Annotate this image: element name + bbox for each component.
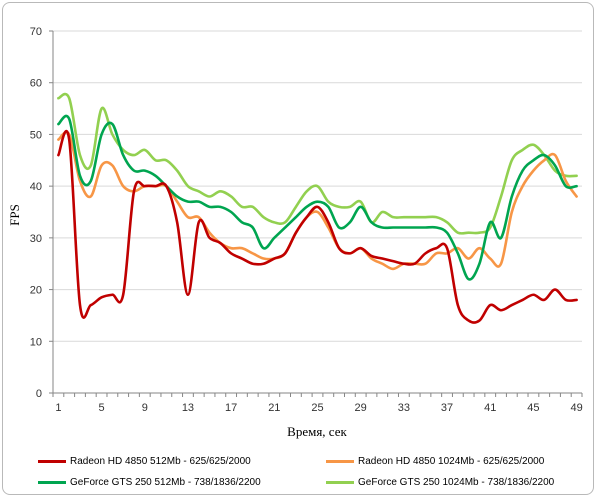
y-tick-label: 60 bbox=[30, 78, 42, 90]
x-tick-labels: 1 5 9 13 17 21 25 29 33 37 41 45 49 bbox=[55, 402, 582, 414]
y-tick-label: 10 bbox=[30, 336, 42, 348]
x-tick-label: 1 bbox=[55, 402, 61, 414]
series-line bbox=[57, 92, 578, 235]
x-tick-label: 21 bbox=[268, 402, 280, 414]
series-line bbox=[57, 129, 578, 324]
grid-lines bbox=[53, 30, 582, 342]
x-tick-label: 41 bbox=[484, 402, 496, 414]
y-tick-labels: 0 10 20 30 40 50 60 70 bbox=[30, 26, 42, 400]
y-tick-label: 50 bbox=[30, 129, 42, 141]
x-tick-label: 9 bbox=[142, 402, 148, 414]
y-axis-title: FPS bbox=[7, 204, 22, 226]
x-axis-title: Время, сек bbox=[287, 424, 347, 439]
y-tick-label: 30 bbox=[30, 233, 42, 245]
y-tick-label: 40 bbox=[30, 181, 42, 193]
x-tick-label: 49 bbox=[570, 402, 582, 414]
x-tick-label: 5 bbox=[99, 402, 105, 414]
series-lines bbox=[57, 92, 578, 324]
y-tick-label: 0 bbox=[36, 388, 42, 400]
x-tick-label: 17 bbox=[225, 402, 237, 414]
x-tick-label: 45 bbox=[527, 402, 539, 414]
axes bbox=[49, 30, 583, 397]
x-tick-label: 13 bbox=[182, 402, 194, 414]
x-tick-label: 25 bbox=[311, 402, 323, 414]
chart-frame bbox=[2, 2, 594, 495]
x-tick-label: 33 bbox=[398, 402, 410, 414]
series-line bbox=[57, 114, 578, 281]
x-tick-label: 37 bbox=[441, 402, 453, 414]
x-tick-label: 29 bbox=[355, 402, 367, 414]
y-tick-label: 20 bbox=[30, 285, 42, 297]
y-tick-label: 70 bbox=[30, 26, 42, 38]
